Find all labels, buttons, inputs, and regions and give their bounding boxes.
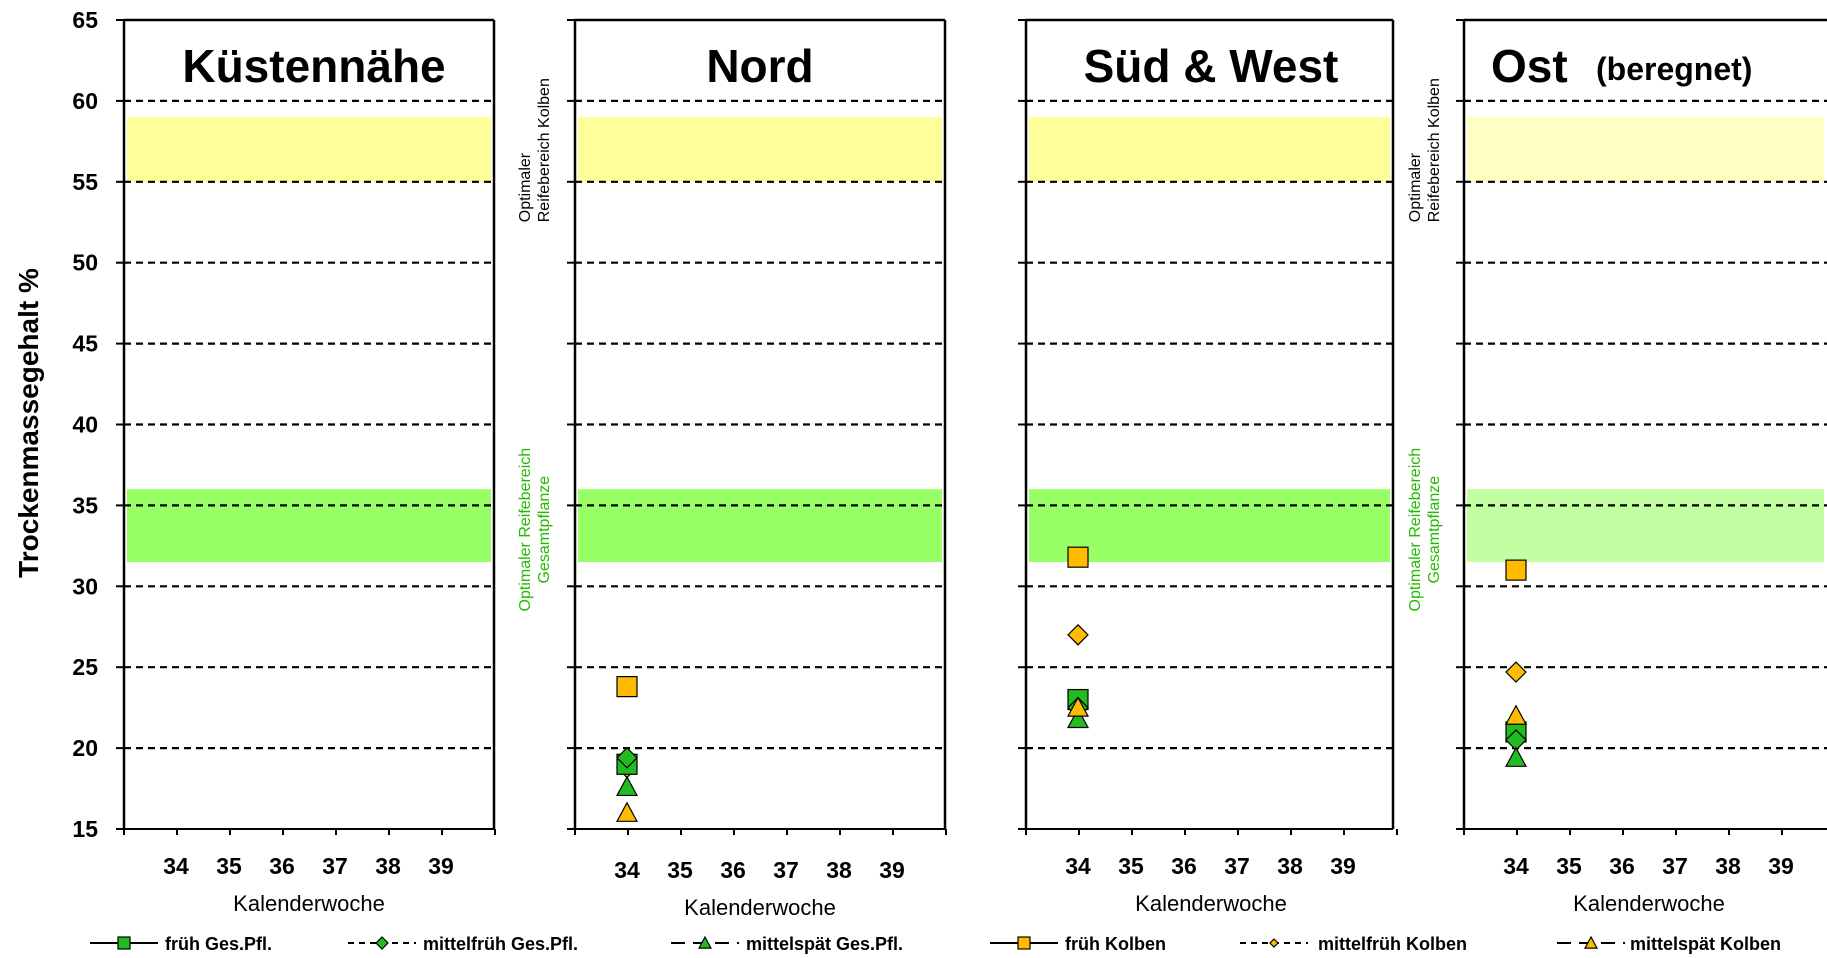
data-point-frueh-kolben [616,676,638,698]
legend-label: mittelspät Ges.Pfl. [746,934,903,954]
x-tick-label: 34 [614,857,640,883]
legend-label: früh Kolben [1065,934,1166,954]
x-tick-label: 38 [1715,853,1741,879]
x-tick-label: 37 [1662,853,1688,879]
x-tick-label: 37 [322,853,348,879]
band-label-gesamtpflanze: Optimaler Reifebereich Gesamtpflanze [517,448,553,612]
legend-label: mittelspät Kolben [1630,934,1781,954]
x-tick-label: 37 [1224,853,1250,879]
x-tick-label: 38 [826,857,852,883]
band-kolben [1029,117,1390,182]
x-tick-label: 37 [773,857,799,883]
band-label-gesamtpflanze-line1: Optimaler Reifebereich [517,448,534,612]
band-label-kolben: Optimaler Reifebereich Kolben [1407,78,1443,222]
y-tick-label: 55 [72,169,98,195]
band-kolben [1467,117,1824,182]
x-tick-label: 34 [1065,853,1091,879]
data-point-mittelfrueh-ges [616,746,638,769]
chart-panel: 34 35 36 37 38 39 Kalenderwoche Nord [567,18,947,920]
legend-marker [1017,936,1031,950]
panel-title: Nord [706,40,813,92]
panel-title: Ost [1491,40,1568,92]
data-point-frueh-kolben [1067,546,1089,568]
data-point-mittelspaet-ges [1066,707,1090,729]
band-label-gesamtpflanze-line2: Gesamtpflanze [1426,476,1443,584]
x-tick-label: 36 [1171,853,1197,879]
x-tick-label: 34 [163,853,189,879]
panel-title: Süd & West [1084,40,1339,92]
band-gesamtpflanze [127,489,491,563]
legend-marker [697,935,713,949]
y-tick-label: 30 [72,573,98,599]
panel-title-suffix: (beregnet) [1596,51,1752,87]
band-gesamtpflanze [1467,489,1824,563]
y-tick-label: 60 [72,88,98,114]
band-kolben [578,117,942,182]
y-tick-label: 40 [72,412,98,438]
legend-marker [1269,938,1279,948]
data-point-mittelspaet-kolben [1066,696,1090,717]
y-tick-label: 45 [72,331,98,357]
chart-panel: 34 35 36 37 38 39 Kalenderwoche Süd & West [1018,18,1398,916]
band-label-kolben-line1: Optimaler [1407,152,1424,222]
data-point-mittelspaet-ges [1504,746,1528,767]
x-tick-label: 35 [1118,853,1144,879]
band-label-kolben-line2: Reifebereich Kolben [536,78,553,222]
legend-label: mittelfrüh Ges.Pfl. [423,934,578,954]
x-tick-label: 38 [1277,853,1303,879]
y-tick-label: 35 [72,492,98,518]
band-kolben [127,117,491,182]
band-gesamtpflanze [578,489,942,563]
band-label-kolben-line1: Optimaler [517,152,534,222]
data-point-mittelspaet-kolben [615,801,639,822]
data-point-mittelfrueh-kolben [1067,623,1089,646]
data-point-mittelspaet-ges [615,775,639,797]
x-tick-label: 36 [1609,853,1635,879]
band-label-gesamtpflanze: Optimaler Reifebereich Gesamtpflanze [1407,448,1443,612]
x-tick-label: 34 [1503,853,1529,879]
y-tick-label: 65 [72,7,98,33]
data-point-mittelspaet-kolben [1504,704,1528,725]
x-tick-label: 35 [1556,853,1582,879]
chart-panel: 34 35 36 37 38 39 Kalenderwoche Ost (beregnet) [1456,18,1827,916]
x-axis-title: Kalenderwoche [1135,891,1287,916]
band-label-kolben-line2: Reifebereich Kolben [1426,78,1443,222]
legend-marker [1583,935,1599,949]
x-tick-label: 35 [667,857,693,883]
x-tick-label: 38 [375,853,401,879]
x-axis-title: Kalenderwoche [233,891,385,916]
band-label-kolben: Optimaler Reifebereich Kolben [517,78,553,222]
legend-label: mittelfrüh Kolben [1318,934,1467,954]
x-tick-label: 36 [269,853,295,879]
panel-title: Küstennähe [182,40,445,92]
chart-panel: 65 60 55 50 45 40 35 30 25 20 15 34 35 36 37 38 39 Kalend… [72,7,496,916]
y-axis-title: Trockenmassegehalt % [13,268,44,578]
x-axis-title: Kalenderwoche [1573,891,1725,916]
y-tick-label: 50 [72,250,98,276]
x-tick-label: 35 [216,853,242,879]
legend-marker [117,936,131,950]
legend-label: früh Ges.Pfl. [165,934,272,954]
x-tick-label: 39 [879,857,905,883]
data-point-mittelfrueh-kolben [1505,661,1527,683]
y-tick-label: 15 [72,816,98,842]
y-tick-label: 25 [72,654,98,680]
y-tick-label: 20 [72,735,98,761]
data-point-frueh-kolben [1505,559,1527,581]
band-gesamtpflanze [1029,489,1390,563]
x-tick-label: 39 [428,853,454,879]
x-tick-label: 39 [1768,853,1794,879]
x-axis-title: Kalenderwoche [684,895,836,920]
band-label-gesamtpflanze-line2: Gesamtpflanze [536,476,553,584]
x-tick-label: 36 [720,857,746,883]
band-label-gesamtpflanze-line1: Optimaler Reifebereich [1407,448,1424,612]
x-tick-label: 39 [1330,853,1356,879]
legend-marker [375,936,389,950]
